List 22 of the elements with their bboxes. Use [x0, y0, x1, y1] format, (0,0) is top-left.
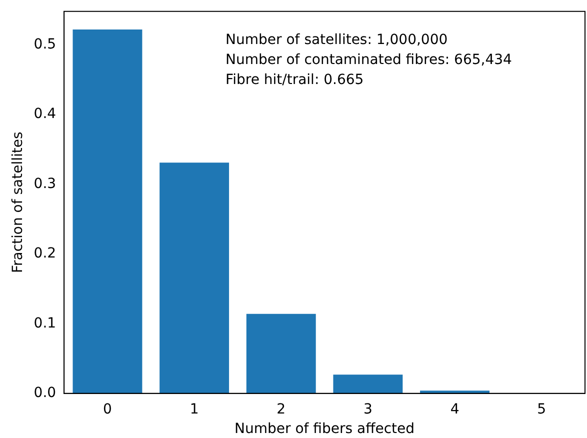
x-tick-label: 3: [363, 401, 372, 418]
annotation: Number of contaminated fibres: 665,434: [226, 52, 512, 68]
y-tick-label: 0.5: [34, 36, 56, 52]
annotation: Fibre hit/trail: 0.665: [226, 72, 364, 88]
y-tick-label: 0.3: [34, 176, 56, 192]
x-tick-label: 2: [276, 401, 286, 418]
y-tick-label: 0.0: [34, 385, 56, 402]
x-tick-label: 5: [537, 401, 546, 418]
y-tick-label: 0.4: [34, 106, 56, 122]
bar: [72, 30, 142, 394]
bar: [246, 314, 316, 394]
annotation: Number of satellites: 1,000,000: [226, 32, 448, 48]
bar: [420, 390, 490, 394]
x-tick-label: 1: [190, 401, 199, 418]
y-tick-label: 0.2: [34, 246, 56, 262]
y-axis-title: Fraction of satellites: [10, 132, 26, 274]
x-tick-label: 0: [103, 401, 112, 418]
x-axis-title: Number of fibers affected: [234, 421, 415, 438]
bar: [333, 374, 403, 394]
y-tick-label: 0.1: [34, 315, 56, 332]
x-tick-label: 4: [450, 401, 460, 418]
bar: [160, 162, 230, 394]
